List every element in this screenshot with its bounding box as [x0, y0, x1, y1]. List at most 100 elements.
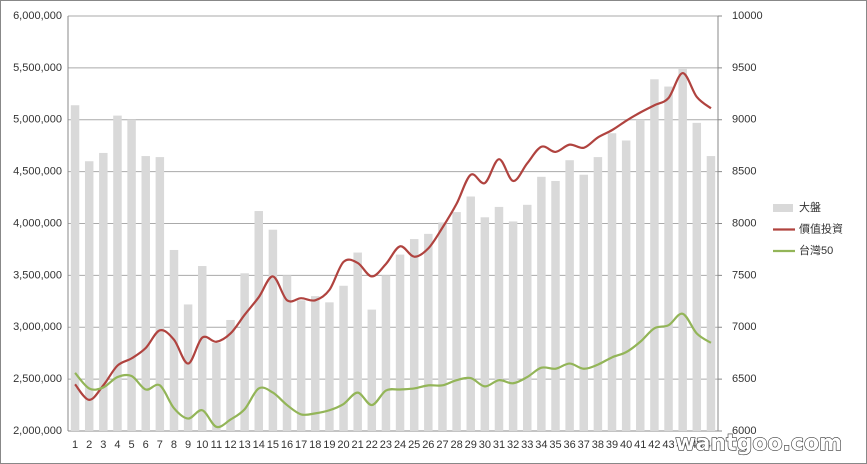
- bar: [508, 221, 518, 431]
- x-tick-label: 29: [465, 439, 477, 451]
- bar: [452, 212, 461, 431]
- y2-tick-label: 10000: [732, 10, 763, 22]
- bar: [395, 254, 405, 431]
- x-tick-label: 23: [380, 439, 392, 451]
- x-tick-label: 17: [295, 439, 307, 451]
- x-tick-label: 15: [267, 439, 279, 451]
- bar: [621, 140, 631, 431]
- bar: [381, 275, 391, 431]
- bar: [282, 275, 292, 431]
- x-tick-label: 24: [394, 439, 406, 451]
- y2-tick-label: 8500: [732, 166, 756, 178]
- x-tick-label: 30: [479, 439, 491, 451]
- bar: [551, 180, 560, 431]
- x-tick-label: 6: [143, 439, 149, 451]
- x-tick-label: 21: [352, 439, 364, 451]
- bar: [664, 86, 673, 432]
- x-tick-label: 18: [309, 439, 321, 451]
- x-tick-label: 40: [620, 439, 632, 451]
- bar: [480, 217, 490, 431]
- x-tick-label: 3: [100, 439, 106, 451]
- y2-tick-label: 6500: [732, 373, 756, 385]
- x-tick-label: 13: [239, 439, 251, 451]
- line: [74, 71, 712, 401]
- x-tick-label: 28: [450, 439, 462, 451]
- x-tick-label: 20: [337, 439, 349, 451]
- x-tick-label: 7: [157, 439, 163, 451]
- x-tick-label: 27: [436, 439, 448, 451]
- y-tick-label: 6,000,000: [13, 10, 62, 22]
- x-tick-label: 4: [114, 439, 120, 451]
- x-tick-label: 11: [211, 439, 222, 451]
- watermark: wantgoo.com: [675, 431, 842, 456]
- x-tick-label: 10: [196, 439, 208, 451]
- x-tick-label: 19: [323, 439, 335, 451]
- bar: [311, 296, 320, 431]
- bar: [537, 176, 546, 431]
- y-tick-label: 2,000,000: [13, 425, 62, 437]
- x-tick-label: 31: [493, 439, 505, 451]
- legend-label: 台灣50: [799, 243, 833, 257]
- x-tick-label: 1: [72, 439, 78, 451]
- bar: [353, 252, 362, 431]
- bar: [84, 161, 94, 431]
- x-tick-label: 2: [86, 439, 92, 451]
- bar: [339, 285, 348, 431]
- bar: [494, 206, 504, 431]
- y2-tick-label: 9500: [732, 62, 756, 74]
- bar: [155, 157, 165, 431]
- x-tick-label: 9: [185, 439, 191, 451]
- x-tick-label: 37: [578, 439, 590, 451]
- bar: [650, 79, 659, 431]
- bar: [254, 211, 263, 431]
- bar: [706, 156, 716, 431]
- bar: [127, 119, 136, 431]
- bar: [212, 342, 221, 431]
- bar: [198, 266, 207, 431]
- y-tick-label: 4,000,000: [13, 217, 62, 229]
- legend-label: 大盤: [799, 200, 821, 214]
- bar: [141, 156, 150, 431]
- bar: [636, 119, 645, 431]
- x-tick-label: 42: [648, 439, 660, 451]
- x-tick-label: 45: [691, 439, 703, 451]
- x-tick-label: 5: [129, 439, 135, 451]
- bar: [593, 157, 603, 431]
- x-tick-label: 34: [535, 439, 547, 451]
- y2-tick-label: 7500: [732, 269, 756, 281]
- x-tick-label: 35: [549, 439, 561, 451]
- x-tick-label: 36: [564, 439, 576, 451]
- x-tick-label: 12: [224, 439, 236, 451]
- bar: [523, 204, 532, 431]
- bar: [70, 105, 80, 431]
- y2-tick-label: 7000: [732, 321, 756, 333]
- x-tick-label: 8: [171, 439, 177, 451]
- x-tick-label: 44: [677, 439, 689, 451]
- bar: [678, 68, 687, 431]
- bar: [565, 160, 574, 431]
- y-tick-label: 3,000,000: [13, 321, 62, 333]
- legend-label: 價值投資: [799, 221, 843, 235]
- y2-tick-label: 9000: [732, 114, 756, 126]
- y2-tick-label: 8000: [732, 217, 756, 229]
- bar: [325, 302, 334, 431]
- bar: [579, 174, 588, 432]
- bar: [607, 133, 617, 432]
- bar: [424, 233, 433, 431]
- bar: [438, 222, 447, 431]
- y-tick-label: 5,500,000: [13, 62, 62, 74]
- line: [74, 312, 712, 429]
- x-tick-label: 33: [521, 439, 533, 451]
- y-tick-label: 4,500,000: [13, 166, 62, 178]
- bar: [367, 309, 377, 431]
- bar: [409, 239, 419, 431]
- x-tick-label: 46: [705, 439, 717, 451]
- y-tick-label: 5,000,000: [13, 114, 62, 126]
- bar: [466, 196, 475, 431]
- bar: [268, 229, 278, 431]
- bar: [240, 273, 249, 431]
- bar: [692, 122, 702, 432]
- x-tick-label: 41: [634, 439, 646, 451]
- x-tick-label: 38: [592, 439, 604, 451]
